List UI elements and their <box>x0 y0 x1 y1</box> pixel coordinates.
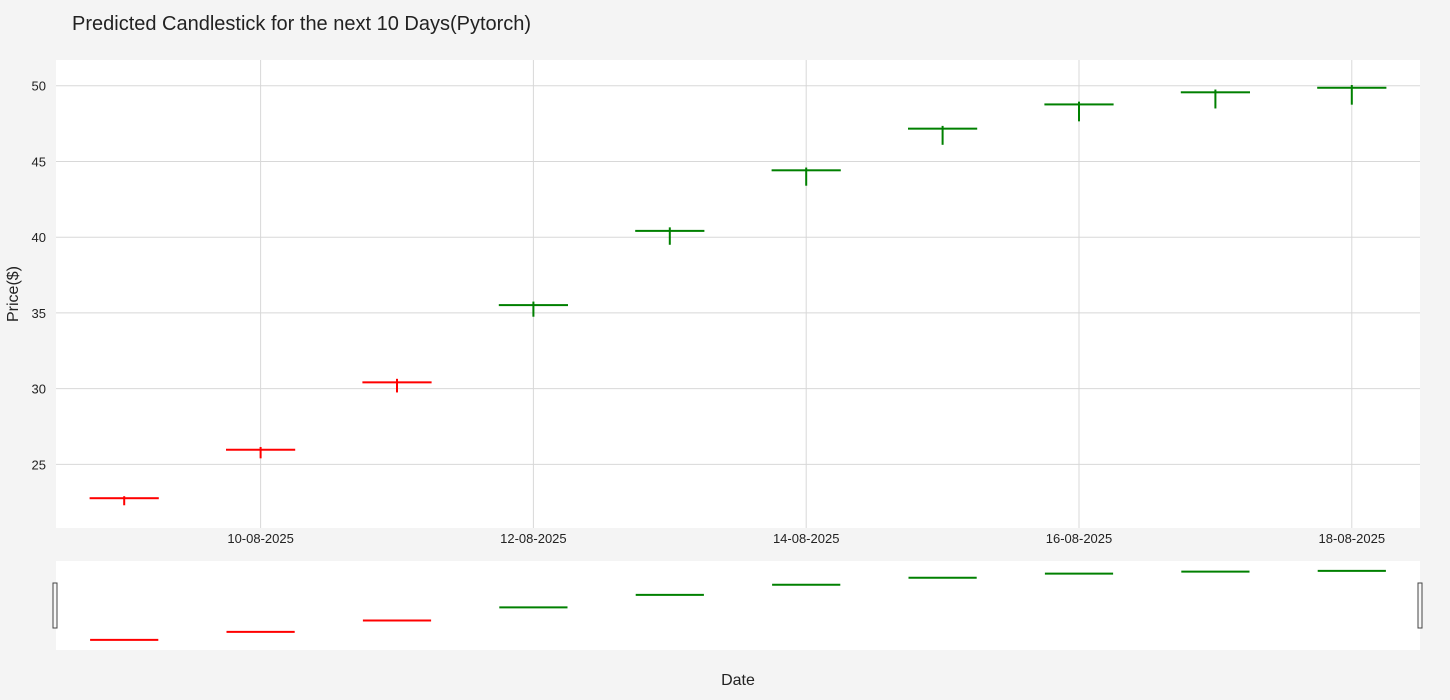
x-tick-label: 12-08-2025 <box>500 531 567 546</box>
y-axis-ticks: 25 30 35 40 45 50 <box>32 79 46 473</box>
x-tick-label: 16-08-2025 <box>1046 531 1113 546</box>
range-slider-left-handle[interactable] <box>52 582 58 629</box>
x-axis-ticks: 10-08-2025 12-08-2025 14-08-2025 16-08-2025… <box>227 531 1385 546</box>
x-tick-label: 18-08-2025 <box>1319 531 1386 546</box>
y-axis-title: Price($) <box>5 266 22 322</box>
candle-body <box>362 381 432 384</box>
candlestick[interactable] <box>226 446 296 459</box>
y-tick-label: 35 <box>32 306 46 321</box>
candle-body <box>1317 86 1387 89</box>
candle-body <box>498 304 568 307</box>
candle-body <box>908 127 978 130</box>
range-slider[interactable] <box>56 561 1420 650</box>
candle-body <box>1044 103 1114 106</box>
y-tick-label: 40 <box>32 230 46 245</box>
x-tick-label: 10-08-2025 <box>227 531 294 546</box>
candlestick[interactable] <box>635 227 705 245</box>
candlestick[interactable] <box>771 167 841 186</box>
candlestick[interactable] <box>908 125 978 145</box>
candle-body <box>635 229 705 232</box>
y-tick-label: 30 <box>32 382 46 397</box>
x-tick-label: 14-08-2025 <box>773 531 840 546</box>
candlesticks <box>89 84 1387 506</box>
gridlines <box>56 60 1420 528</box>
candlestick[interactable] <box>1180 89 1251 109</box>
y-tick-label: 50 <box>32 79 46 94</box>
candle-body <box>771 169 841 172</box>
candlestick[interactable] <box>1317 84 1387 105</box>
range-slider-right-handle[interactable] <box>1417 582 1423 629</box>
candlestick[interactable] <box>498 301 568 317</box>
x-axis-title: Date <box>721 672 755 689</box>
candle-body <box>89 497 159 500</box>
range-slider-candles <box>90 569 1386 641</box>
candle-body <box>226 448 296 451</box>
y-tick-label: 45 <box>32 154 46 169</box>
candlestick[interactable] <box>89 496 159 506</box>
candle-body <box>1180 91 1251 94</box>
candlestick[interactable] <box>362 378 432 393</box>
y-tick-label: 25 <box>32 457 46 472</box>
candlestick[interactable] <box>1044 101 1114 122</box>
chart-title: Predicted Candlestick for the next 10 Da… <box>72 13 531 35</box>
